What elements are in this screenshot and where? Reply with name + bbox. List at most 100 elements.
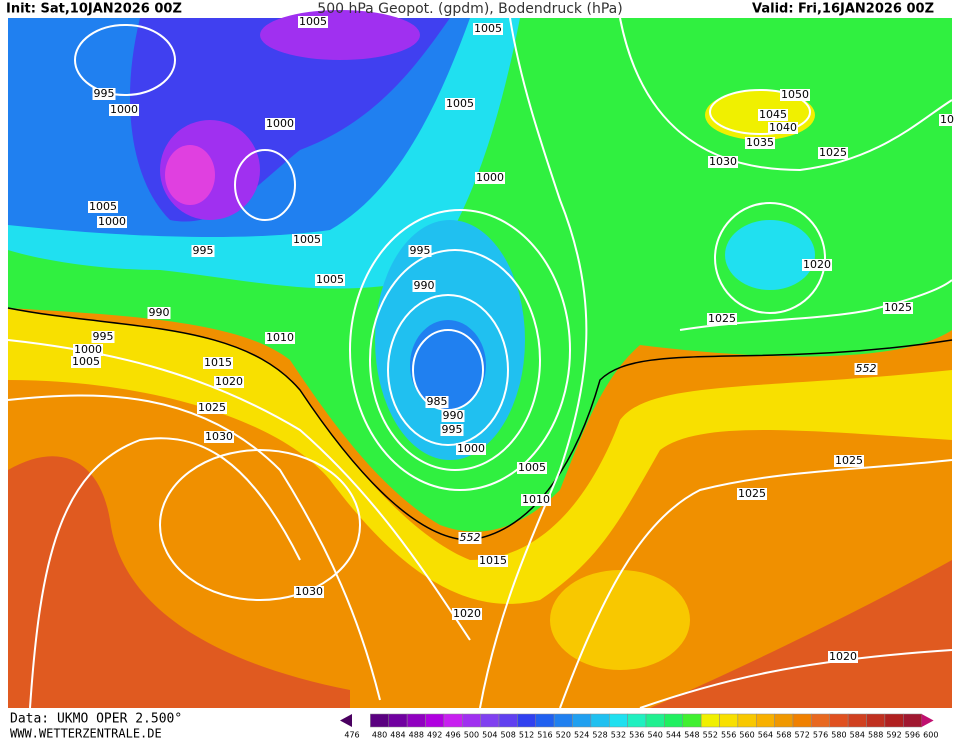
field-red-east	[650, 560, 952, 708]
geopotential-label: 552	[856, 362, 877, 375]
colorbar-cell	[664, 713, 683, 728]
footer: Data: UKMO OPER 2.500° WWW.WETTERZENTRAL…	[10, 712, 182, 741]
isobar-label: 1005	[299, 15, 327, 28]
isobar-label: 10	[940, 113, 954, 126]
colorbar-cell	[406, 713, 426, 728]
isobar-label-box	[214, 376, 244, 388]
isobar-label: 1000	[457, 442, 485, 455]
isobar	[369, 249, 541, 471]
isobar	[559, 459, 953, 709]
isobar-label-box	[265, 332, 295, 344]
colorbar-label: 520	[556, 731, 571, 740]
field-purple-north	[260, 10, 420, 60]
colorbar-cell	[792, 713, 812, 728]
isobar-label-box	[818, 147, 848, 159]
colorbar-cell	[627, 713, 647, 728]
isobar-label: 1010	[522, 493, 550, 506]
isobar	[619, 17, 953, 172]
colorbar-cell	[700, 713, 720, 728]
isobar-label-box	[883, 302, 913, 314]
isobar-label: 1000	[74, 343, 102, 356]
isobar-label-box	[97, 216, 127, 228]
isobar-label-box	[425, 396, 449, 408]
colorbar-cell	[480, 713, 500, 728]
isobar-label: 1000	[266, 117, 294, 130]
isobar	[74, 24, 176, 96]
isobar-label: 1020	[803, 258, 831, 271]
colorbar-cell	[517, 713, 536, 728]
colorbar-label: 540	[648, 731, 663, 740]
isobar	[387, 294, 509, 446]
isobar-label: 1025	[819, 146, 847, 159]
isobar	[7, 394, 381, 701]
isobar-label-box	[191, 245, 215, 257]
isobar-label: 1000	[476, 171, 504, 184]
isobar	[639, 649, 953, 709]
field-low-inner	[410, 320, 486, 410]
isobar-label: 1035	[746, 136, 774, 149]
isobar-label-box	[91, 331, 115, 343]
isobar-label-box	[707, 313, 737, 325]
isobar	[159, 449, 361, 601]
isobar-label-box	[73, 344, 103, 356]
isobar-label-box	[203, 357, 233, 369]
colorbar-label: 500	[464, 731, 479, 740]
isobar-label-box	[315, 274, 345, 286]
isobar-label-box	[708, 156, 738, 168]
colorbar-label: 488	[409, 731, 424, 740]
colorbar-label: 552	[703, 731, 718, 740]
colorbar-label: 484	[390, 731, 405, 740]
isobar-label-box	[478, 555, 508, 567]
colorbar-label: 476	[344, 731, 359, 740]
colorbar-cell	[645, 713, 665, 728]
colorbar-label: 568	[776, 731, 791, 740]
colorbar-cell	[443, 713, 463, 728]
isobar-label: 1010	[266, 331, 294, 344]
colorbar-label: 592	[886, 731, 901, 740]
colorbar-cell	[774, 713, 794, 728]
colorbar-cell	[425, 713, 445, 728]
colorbar-label: 480	[372, 731, 387, 740]
colorbar-label: 532	[611, 731, 626, 740]
isobar-label-box	[768, 122, 798, 134]
isobar-label-box	[521, 494, 551, 506]
header: Init: Sat,10JAN2026 00Z 500 hPa Geopot. …	[6, 1, 934, 17]
isobar-label-box	[445, 98, 475, 110]
isobar-label-box	[939, 114, 955, 126]
field-red	[8, 456, 350, 708]
colorbar-cell	[572, 713, 592, 728]
isobar-label: 990	[443, 409, 464, 422]
isobar-label-box	[517, 462, 547, 474]
isobar-label-box	[294, 586, 324, 598]
colorbar-label: 584	[850, 731, 865, 740]
colorbar-cell	[811, 713, 830, 728]
isobar-label-box	[745, 137, 775, 149]
isobar-label-box	[440, 424, 464, 436]
init-time: Init: Sat,10JAN2026 00Z	[6, 2, 182, 17]
colorbar-label: 544	[666, 731, 681, 740]
isobar-label-box	[452, 608, 482, 620]
colorbar-cell	[682, 713, 702, 728]
colorbar-label: 524	[574, 731, 589, 740]
geopotential-label: 552	[460, 531, 481, 544]
isobar-label: 1025	[708, 312, 736, 325]
colorbar-label: 492	[427, 731, 442, 740]
isobar-label: 995	[94, 87, 115, 100]
geopotential-label-box	[458, 532, 482, 544]
colorbar-label: 516	[537, 731, 552, 740]
isobar-label: 1025	[835, 454, 863, 467]
isobar-label: 995	[193, 244, 214, 257]
isobar-label: 1015	[479, 554, 507, 567]
colorbar-label: 596	[905, 731, 920, 740]
colorbar-label: 564	[758, 731, 773, 740]
colorbar-label: 496	[445, 731, 460, 740]
isobar-label: 1005	[72, 355, 100, 368]
isobar-label: 1030	[709, 155, 737, 168]
colorbar-cell	[535, 713, 555, 728]
isobar-label-box	[828, 651, 858, 663]
map-title: 500 hPa Geopot. (gpdm), Bodendruck (hPa)	[317, 1, 622, 17]
colorbar-label: 600	[923, 731, 938, 740]
colorbar-cell	[370, 713, 389, 728]
colorbar-cell	[829, 713, 849, 728]
colorbar-label: 580	[831, 731, 846, 740]
